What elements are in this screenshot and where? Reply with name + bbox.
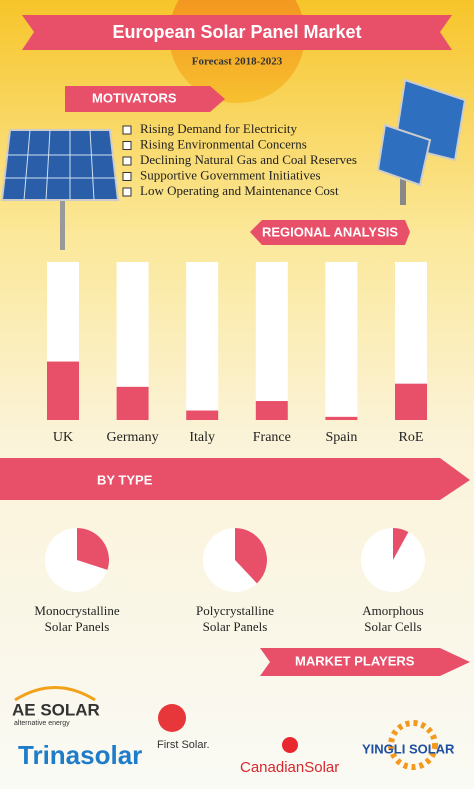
section-band	[0, 458, 470, 500]
category-label: France	[253, 430, 291, 445]
bar-track	[255, 262, 288, 420]
category-label: Monocrystalline Solar Panels	[34, 603, 119, 634]
logo: CanadianSolar	[240, 759, 339, 776]
category-label: UK	[53, 430, 73, 445]
bar	[325, 416, 358, 420]
category-label: Italy	[189, 430, 215, 445]
bar	[116, 386, 149, 420]
bar	[186, 410, 219, 420]
section-title: MOTIVATORS	[92, 90, 177, 105]
category-label: Germany	[107, 430, 159, 445]
logo: YINGLI SOLAR	[362, 741, 455, 756]
panel-left	[0, 129, 120, 250]
bar-track	[325, 262, 358, 420]
section-band	[260, 648, 470, 676]
category-label: RoE	[399, 430, 424, 445]
logo: AE SOLAR	[12, 700, 100, 719]
bullet	[122, 172, 132, 181]
subtitle: Forecast 2018-2023	[192, 56, 283, 68]
section-title: MARKET PLAYERS	[295, 653, 415, 668]
logo: First Solar.	[157, 739, 210, 751]
bar	[395, 383, 427, 420]
logo: Trinasolar	[18, 740, 142, 770]
bullet	[122, 125, 132, 135]
pie-slice	[393, 528, 409, 560]
pie-slice	[235, 528, 268, 584]
motivator: Rising Environmental Concerns	[140, 136, 307, 151]
category-label: Amorphous Solar Cells	[362, 603, 423, 634]
title-ribbon	[22, 15, 452, 50]
bar-track	[186, 262, 219, 420]
category-label: Polycrystalline Solar Panels	[196, 603, 274, 634]
bullet	[122, 156, 132, 166]
motivator: Declining Natural Gas and Coal Reserves	[140, 152, 357, 167]
pie-slice	[77, 528, 109, 570]
bullet	[122, 141, 132, 150]
section-ribbon	[65, 86, 225, 112]
logos: AE SOLAR alternative energy Trinasolar F…	[12, 686, 455, 776]
section-title: BY TYPE	[97, 472, 153, 487]
bar	[255, 401, 288, 420]
motivator: Rising Demand for Electricity	[140, 121, 298, 136]
motivator: Supportive Government Initiatives	[140, 167, 321, 182]
panel-right	[376, 78, 467, 205]
bar	[47, 361, 79, 420]
category-label: Spain	[325, 430, 357, 445]
title: European Solar Panel Market	[112, 22, 361, 42]
section-title: REGIONAL ANALYSIS	[262, 224, 398, 239]
motivator: Low Operating and Maintenance Cost	[140, 183, 339, 198]
bullet	[122, 187, 132, 197]
logo: alternative energy	[14, 720, 70, 727]
section-ribbon	[250, 220, 410, 245]
